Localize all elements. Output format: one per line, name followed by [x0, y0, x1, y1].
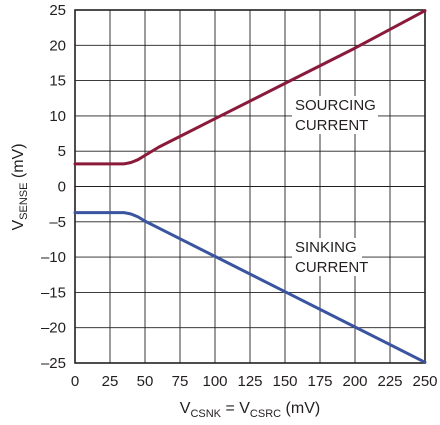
x-tick-label: 150	[272, 373, 297, 390]
x-tick-label: 0	[71, 373, 79, 390]
x-tick-label: 125	[237, 373, 262, 390]
y-tick-label: 10	[49, 108, 66, 125]
sourcing-label-line1: SOURCING	[295, 97, 376, 114]
y-tick-label: –5	[49, 214, 66, 231]
x-tick-label: 50	[137, 373, 154, 390]
x-tick-label: 225	[377, 373, 402, 390]
x-tick-label: 25	[102, 373, 119, 390]
y-tick-label: –20	[41, 320, 66, 337]
y-tick-label: –15	[41, 284, 66, 301]
sinking-label-line2: CURRENT	[295, 259, 368, 276]
y-tick-label: –10	[41, 249, 66, 266]
y-tick-label: –25	[41, 355, 66, 372]
y-tick-label: 15	[49, 73, 66, 90]
y-tick-labels: 25 20 15 10 5 0 –5 –10 –15 –20 –25	[41, 2, 66, 372]
y-tick-label: 0	[58, 179, 66, 196]
y-tick-label: 5	[58, 143, 66, 160]
x-tick-label: 200	[342, 373, 367, 390]
sinking-label-line1: SINKING	[295, 239, 357, 256]
y-tick-label: 25	[49, 2, 66, 19]
x-tick-label: 250	[412, 373, 437, 390]
y-axis-title: VSENSE (mV)	[10, 143, 30, 230]
x-tick-label: 100	[202, 373, 227, 390]
y-tick-label: 20	[49, 37, 66, 54]
x-tick-label: 175	[307, 373, 332, 390]
x-tick-labels: 0 25 50 75 100 125 150 175 200 225 250	[71, 373, 438, 390]
sourcing-label-line2: CURRENT	[295, 117, 368, 134]
x-tick-label: 75	[172, 373, 189, 390]
x-axis-title: VCSNK = VCSRC (mV)	[180, 400, 320, 420]
